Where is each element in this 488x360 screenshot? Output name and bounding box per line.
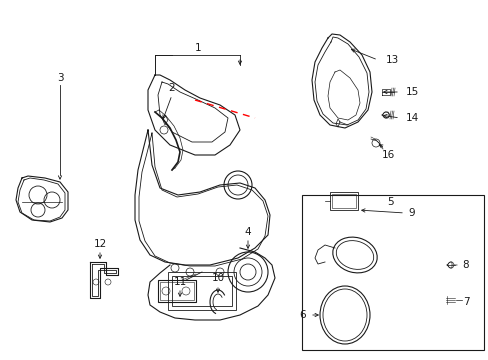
Text: 14: 14 (405, 113, 418, 123)
Text: 3: 3 (57, 73, 63, 83)
Bar (168, 272, 236, 310)
Text: 11: 11 (173, 277, 186, 287)
Text: 4: 4 (244, 227, 251, 237)
Text: 12: 12 (93, 239, 106, 249)
Text: 2: 2 (168, 83, 175, 93)
Bar (172, 276, 231, 306)
Text: 9: 9 (408, 208, 414, 218)
Text: 7: 7 (462, 297, 468, 307)
Text: 1: 1 (194, 43, 201, 53)
Bar (158, 280, 196, 302)
Bar (329, 192, 357, 210)
Bar (160, 282, 194, 300)
Bar (302, 195, 483, 350)
Bar (331, 194, 355, 208)
Text: 6: 6 (299, 310, 305, 320)
Text: 16: 16 (381, 150, 394, 160)
Text: 10: 10 (211, 273, 224, 283)
Text: 8: 8 (462, 260, 468, 270)
Text: 13: 13 (385, 55, 398, 65)
Text: 5: 5 (386, 197, 392, 207)
Text: 15: 15 (405, 87, 418, 97)
